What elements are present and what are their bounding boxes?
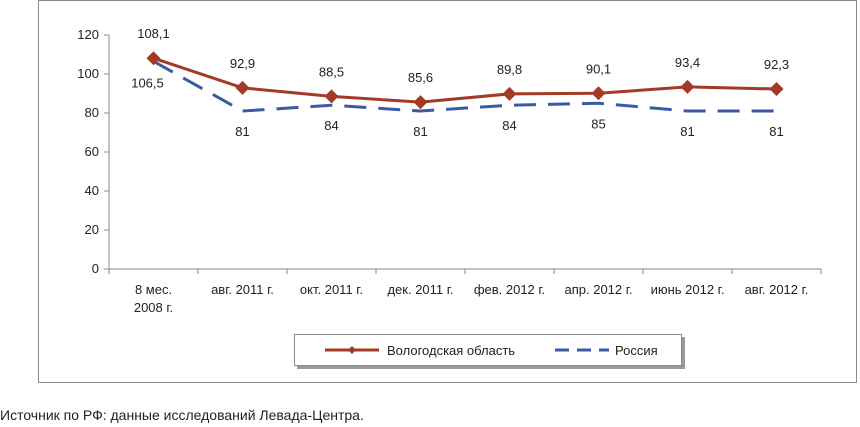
data-point-vologda <box>146 51 161 66</box>
legend-swatch-russia <box>555 348 609 352</box>
legend-item-vologda: Вологодская область <box>323 335 515 365</box>
data-point-vologda <box>680 79 695 94</box>
data-point-vologda <box>502 86 517 101</box>
x-tick-label: апр. 2012 г. <box>564 282 632 297</box>
x-tick-label: авг. 2011 г. <box>211 282 274 297</box>
data-label-vologda: 93,4 <box>675 55 700 70</box>
data-point-vologda <box>324 89 339 104</box>
legend-label-vologda: Вологодская область <box>387 342 516 358</box>
data-label-russia: 84 <box>502 118 516 133</box>
y-tick-label: 120 <box>77 27 99 42</box>
data-point-vologda <box>413 95 428 110</box>
data-label-vologda: 108,1 <box>137 26 170 41</box>
series-line-russia <box>152 60 777 113</box>
series-line-vologda <box>153 56 777 104</box>
legend-swatch-vologda <box>325 346 379 354</box>
source-note: Источник по РФ: данные исследований Лева… <box>0 407 364 423</box>
y-tick-label: 0 <box>92 261 99 276</box>
data-label-russia: 81 <box>769 124 783 139</box>
data-label-russia: 81 <box>413 124 427 139</box>
x-tick-label: фев. 2012 г. <box>474 282 545 297</box>
x-tick-label: июнь 2012 г. <box>651 282 725 297</box>
y-tick-label: 100 <box>77 66 99 81</box>
chart-frame: 0 20 40 60 80 100 120 8 мес. 2008 г. авг. 2011 г.… <box>38 0 857 383</box>
data-point-vologda <box>769 82 784 97</box>
data-label-vologda: 88,5 <box>319 64 344 79</box>
line-chart: 0 20 40 60 80 100 120 8 мес. 2008 г. авг. 2011 г.… <box>77 26 822 315</box>
data-label-vologda: 92,9 <box>230 56 255 71</box>
x-tick-label: дек. 2011 г. <box>387 282 453 297</box>
data-point-vologda <box>235 80 250 95</box>
data-point-vologda <box>591 86 606 101</box>
data-label-russia: 106,5 <box>131 75 164 90</box>
data-label-vologda: 92,3 <box>764 57 789 72</box>
x-tick-label: 8 мес. 2008 г. <box>134 282 173 315</box>
data-label-russia: 81 <box>680 124 694 139</box>
data-label-russia: 81 <box>235 124 249 139</box>
legend-item-russia: Россия <box>553 335 658 365</box>
data-label-vologda: 90,1 <box>586 61 611 76</box>
y-tick-label: 60 <box>85 144 99 159</box>
data-label-russia: 84 <box>324 118 338 133</box>
x-tick-label: окт. 2011 г. <box>300 282 363 297</box>
y-tick-label: 40 <box>85 183 99 198</box>
y-tick-label: 80 <box>85 105 99 120</box>
data-label-vologda: 89,8 <box>497 62 522 77</box>
chart-legend: Вологодская область Россия <box>294 334 682 366</box>
data-label-vologda: 85,6 <box>408 70 433 85</box>
data-label-russia: 85 <box>591 116 605 131</box>
x-tick-label: авг. 2012 г. <box>745 282 809 297</box>
legend-label-russia: Россия <box>615 342 658 358</box>
y-tick-label: 20 <box>85 222 99 237</box>
